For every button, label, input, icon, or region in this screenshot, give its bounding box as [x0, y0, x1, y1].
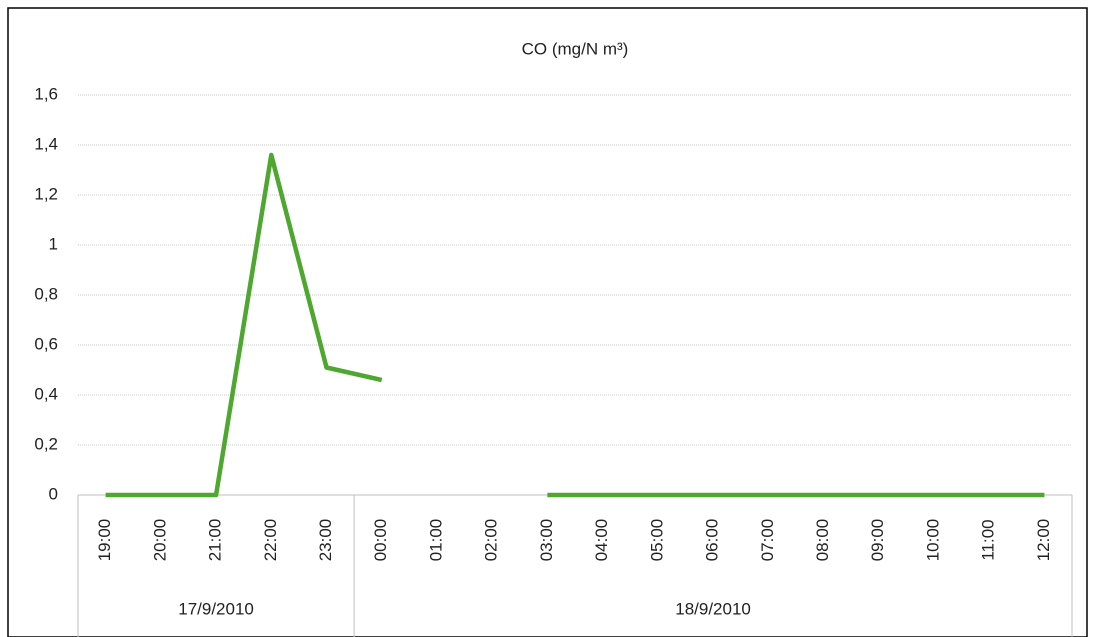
chart-title: CO (mg/N m³) — [522, 39, 629, 58]
x-tick-label: 10:00 — [923, 519, 942, 562]
x-tick-label: 12:00 — [1034, 519, 1053, 562]
y-tick-label: 0,6 — [34, 334, 58, 353]
x-tick-label: 06:00 — [703, 519, 722, 562]
y-tick-label: 0,2 — [34, 434, 58, 453]
x-tick-label: 00:00 — [371, 519, 390, 562]
y-tick-label: 1,4 — [34, 134, 58, 153]
x-tick-label: 08:00 — [813, 519, 832, 562]
y-tick-label: 0,8 — [34, 284, 58, 303]
x-tick-label: 07:00 — [758, 519, 777, 562]
y-tick-label: 0,4 — [34, 384, 58, 403]
x-tick-label: 04:00 — [592, 519, 611, 562]
y-tick-label: 1,6 — [34, 84, 58, 103]
x-tick-label: 03:00 — [537, 519, 556, 562]
y-tick-label: 1 — [49, 234, 58, 253]
line-series — [105, 152, 383, 498]
x-tick-label: 21:00 — [206, 519, 225, 562]
x-tick-label: 01:00 — [426, 519, 445, 562]
chart-border — [7, 7, 1088, 637]
y-tick-label: 0 — [49, 484, 58, 503]
x-tick-label: 22:00 — [261, 519, 280, 562]
group-label: 18/9/2010 — [675, 599, 751, 618]
x-tick-label: 23:00 — [316, 519, 335, 562]
x-tick-label: 19:00 — [95, 519, 114, 562]
x-tick-label: 20:00 — [150, 519, 169, 562]
x-tick-label: 05:00 — [647, 519, 666, 562]
x-tick-label: 09:00 — [868, 519, 887, 562]
y-tick-label: 1,2 — [34, 184, 58, 203]
x-tick-label: 02:00 — [482, 519, 501, 562]
x-tick-label: 11:00 — [979, 519, 998, 560]
group-label: 17/9/2010 — [178, 599, 254, 618]
